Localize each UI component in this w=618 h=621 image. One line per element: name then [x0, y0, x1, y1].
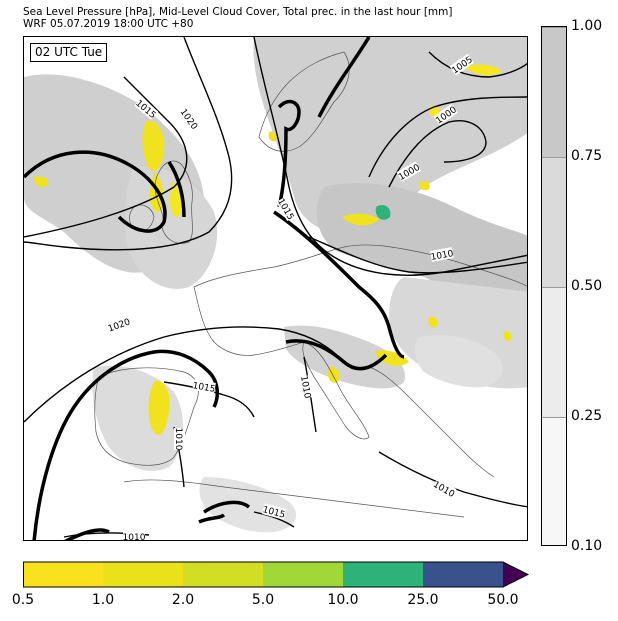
isobar-label-background [299, 375, 314, 399]
precip-cell [503, 331, 512, 342]
isobar-label-background [178, 106, 201, 131]
coastline-mainland-europe [193, 244, 527, 288]
coastline-balkans [368, 366, 495, 478]
isobar [24, 326, 340, 423]
precip-cell [34, 176, 49, 187]
map-subtitle: WRF 05.07.2019 18:00 UTC +80 [23, 18, 194, 30]
coastline-north-africa [123, 479, 465, 518]
cloud-cover-colorbar [541, 26, 567, 546]
precip-color-segment [343, 562, 423, 587]
isobar [308, 236, 527, 274]
isobar-bold [317, 37, 371, 118]
coastline-france [193, 286, 305, 356]
isobar-label: 1010 [430, 249, 455, 263]
isobar-layer [24, 37, 527, 538]
isobar-label: 1015 [192, 381, 216, 395]
weather-map: 1015 1020 1005 1000 1000 1015 1010 1020 1015 1010… [23, 36, 528, 541]
isobar-label: 1010 [298, 375, 312, 400]
precip-tick-label: 50.0 [487, 592, 519, 608]
cloud-patch-uk [124, 166, 218, 289]
precip-color-segment [23, 562, 103, 587]
colorbar-segment [542, 27, 566, 157]
cloud-tick-label: 1.00 [571, 18, 603, 34]
precip-color-segment [263, 562, 343, 587]
isobar-label-background [449, 53, 474, 76]
coastline-italy [302, 341, 370, 440]
isobar-1013-layer [24, 37, 405, 540]
isobar-label-background [433, 103, 458, 126]
isobar-label: 1010 [123, 533, 146, 541]
precip-color-segment [183, 562, 263, 587]
precip-cell [464, 64, 502, 76]
isobar [253, 37, 527, 276]
isobar-label-background [430, 247, 454, 262]
isobar-label: 1020 [107, 317, 132, 334]
coastline-layer [94, 51, 527, 518]
isobar-label-background [431, 478, 457, 499]
cloud-tick-label: 0.75 [571, 148, 603, 164]
precip-cell [142, 121, 165, 172]
precip-cell [375, 205, 391, 220]
isobar-bold [32, 349, 220, 540]
isobar-bold [277, 99, 301, 208]
precip-cell [169, 182, 182, 217]
cloud-tick-label: 0.25 [571, 408, 603, 424]
precip-cell [374, 350, 409, 366]
isobar-label-background [192, 379, 216, 394]
isobar-bold [24, 150, 167, 233]
isobar [388, 120, 487, 188]
isobar-label-background [276, 196, 297, 222]
coastline-iberia [94, 367, 199, 466]
isobar [428, 51, 527, 78]
precip-cell [342, 213, 379, 226]
precip-tick-label: 0.5 [11, 592, 35, 608]
precip-tick-label: 10.0 [327, 592, 359, 608]
precip-colorbar-outline [23, 561, 530, 588]
isobar-label-background [106, 315, 132, 334]
precipitation-layer [34, 64, 512, 435]
precip-tick-label: 5.0 [251, 592, 275, 608]
cloud-patch-alps [284, 325, 405, 389]
precip-tick-label: 25.0 [407, 592, 439, 608]
precip-color-segment [423, 562, 503, 587]
colorbar-segment [542, 157, 566, 287]
isobar-label-background [174, 428, 185, 450]
precip-tick-label: 1.0 [91, 592, 115, 608]
isobar-label-background [396, 161, 422, 182]
precip-tick-label: 2.0 [171, 592, 195, 608]
cloud-tick-label: 0.10 [571, 538, 603, 554]
cloud-patch-balkans [414, 335, 503, 388]
colorbar-segment [542, 287, 566, 417]
cloud-tick-label: 0.50 [571, 278, 603, 294]
isobar-label: 1010 [173, 428, 183, 451]
precipitation-colorbar [23, 561, 530, 588]
isobar-label-background [123, 531, 145, 540]
precip-extend-arrow [503, 562, 528, 587]
cloud-patch-scandinavia [253, 37, 527, 233]
precip-cell [268, 131, 277, 142]
isobar [24, 37, 233, 251]
precip-color-segment [103, 562, 183, 587]
isobar-bold [198, 513, 226, 524]
isobar [253, 511, 295, 528]
isobar [378, 451, 527, 508]
forecast-time-badge: 02 UTC Tue [30, 43, 108, 62]
precip-cell [418, 181, 430, 191]
map-title: Sea Level Pressure [hPa], Mid-Level Clou… [23, 6, 453, 18]
isobar-bold [167, 161, 186, 218]
isobar-bold [285, 339, 388, 371]
precip-cell [428, 316, 438, 328]
isobar-bold [273, 210, 405, 359]
isobar-label-background [134, 97, 159, 120]
isobar [368, 96, 527, 178]
isobar-bold [64, 528, 110, 540]
coastline-uk [154, 160, 193, 244]
isobar [163, 381, 255, 418]
colorbar-segment [542, 417, 566, 545]
isobar [24, 76, 188, 238]
isobar-bold [203, 500, 251, 514]
cloud-patch-iberia [92, 365, 184, 471]
precip-cell [148, 381, 170, 435]
